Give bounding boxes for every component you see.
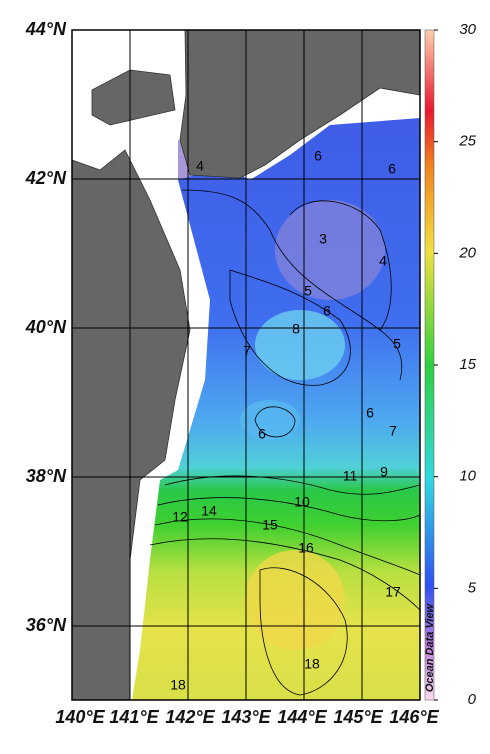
- contour-label: 5: [393, 336, 401, 352]
- contour-label: 10: [294, 494, 310, 510]
- graticule: [71, 29, 421, 701]
- lon-label: 146°E: [389, 707, 439, 727]
- contour-label: 3: [319, 231, 327, 247]
- lat-labels: 44°N 42°N 40°N 38°N 36°N: [25, 19, 67, 635]
- contour-label: 18: [304, 656, 320, 672]
- lat-label: 40°N: [25, 317, 67, 337]
- contour-label: 17: [385, 584, 401, 600]
- contour-label: 6: [366, 405, 374, 421]
- watermark: Ocean Data View: [424, 602, 436, 692]
- colorbar-tick-label: 15: [459, 356, 476, 373]
- contour-label: 6: [314, 148, 322, 164]
- lon-label: 143°E: [221, 707, 271, 727]
- colorbar-tick-label: 5: [468, 579, 477, 596]
- lat-label: 38°N: [26, 466, 67, 486]
- lat-label: 36°N: [26, 615, 67, 635]
- colorbar-tick-label: 0: [468, 691, 477, 708]
- contour-label: 6: [388, 161, 396, 177]
- contour-label: 14: [201, 503, 217, 519]
- colorbar-tick-label: 30: [459, 21, 476, 38]
- contour-label: 9: [380, 464, 388, 480]
- contour-label: 8: [292, 321, 300, 337]
- colorbar-tick-label: 20: [458, 244, 476, 261]
- lon-labels: 140°E 141°E 142°E 143°E 144°E 145°E 146°…: [55, 707, 439, 727]
- contour-label: 16: [298, 540, 314, 556]
- contour-label: 5: [304, 283, 312, 299]
- contour-label: 4: [379, 253, 387, 269]
- contour-label: 7: [243, 343, 251, 359]
- colorbar-ticks: 0 5 10 15 20 25 30: [434, 21, 477, 708]
- lon-label: 141°E: [109, 707, 159, 727]
- lat-label: 42°N: [25, 168, 67, 188]
- lat-label: 44°N: [25, 19, 67, 39]
- lon-label: 145°E: [333, 707, 383, 727]
- contour-label: 4: [196, 158, 204, 174]
- contour-label: 6: [323, 303, 331, 319]
- contour-label: 18: [170, 677, 186, 693]
- contour-label: 12: [172, 509, 188, 525]
- colorbar-tick-label: 10: [459, 468, 476, 485]
- data-field: [132, 118, 420, 700]
- lon-label: 140°E: [55, 707, 105, 727]
- contour-label: 7: [389, 423, 397, 439]
- colorbar-tick-label: 25: [458, 133, 476, 150]
- lon-label: 144°E: [277, 707, 327, 727]
- lon-label: 142°E: [165, 707, 215, 727]
- colorbar: [424, 29, 435, 701]
- contour-label: 11: [343, 468, 358, 484]
- contour-label: 6: [258, 426, 266, 442]
- land: [71, 29, 421, 701]
- contour-label: 15: [262, 517, 278, 533]
